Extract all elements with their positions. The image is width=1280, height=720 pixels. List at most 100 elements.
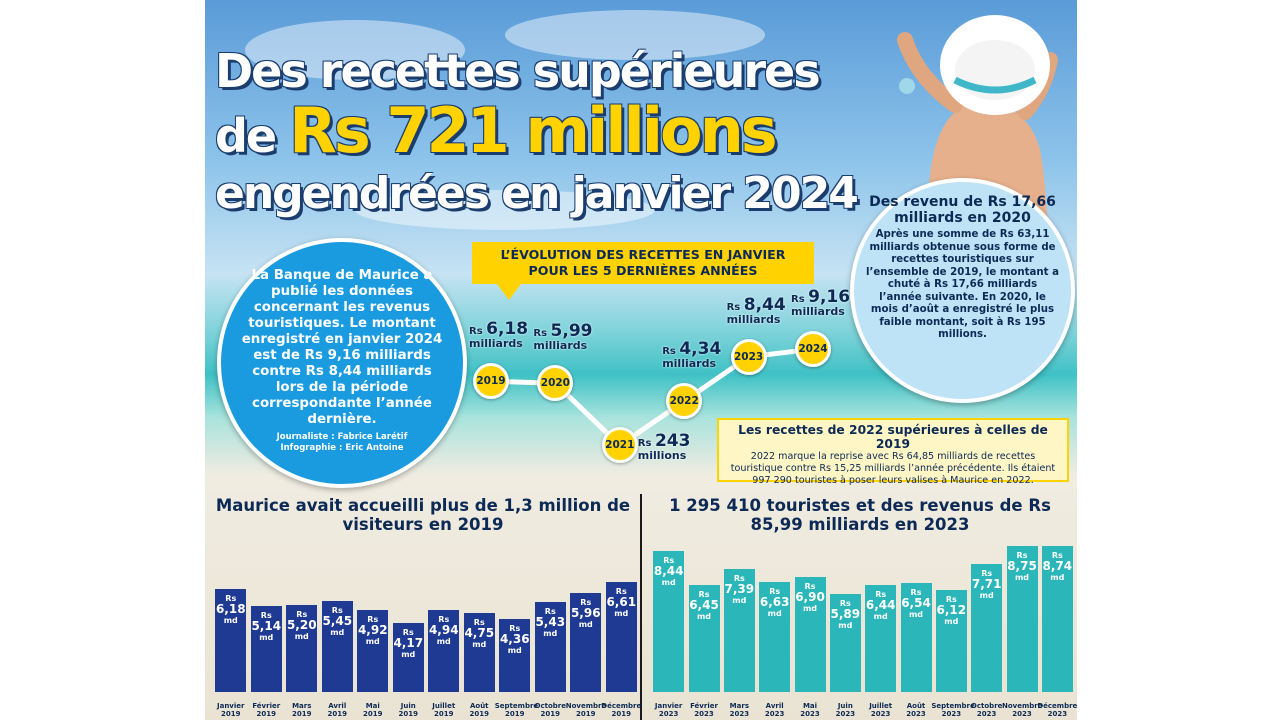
bar-2023-décembre: Rs 8,74 md <box>1041 546 1073 692</box>
bar-value-prefix: Rs <box>981 568 993 578</box>
banner-line-1: L’ÉVOLUTION DES RECETTES EN JANVIER <box>500 247 786 262</box>
month-year: 2019 <box>363 710 383 718</box>
month-year: 2023 <box>835 710 856 718</box>
month-label-mai: Mai 2019 <box>353 702 393 718</box>
revenue-2020-body: Après une somme de Rs 63,11 milliards ob… <box>866 229 1059 340</box>
bar-value-label: 6,61 <box>606 594 637 609</box>
month-year: 2019 <box>540 710 560 718</box>
bar-value-prefix: Rs <box>663 556 675 566</box>
month-name: Juin <box>837 702 853 710</box>
month-year: 2019 <box>576 710 596 718</box>
revenue-2020-circle: Des revenu de Rs 17,66 milliards en 2020… <box>850 178 1075 403</box>
bar-value-label: 6,45 <box>689 597 719 612</box>
bar-value-prefix: Rs <box>1051 551 1063 561</box>
bar-2023-avril: Rs 6,63 md <box>759 581 791 692</box>
evolution-label-value: 4,34 <box>679 339 722 360</box>
bar-value-label: 6,18 <box>215 602 246 616</box>
bar-value-prefix: Rs <box>509 624 521 634</box>
bar-value-unit: md <box>802 604 818 613</box>
month-label-juin: Juin 2023 <box>825 702 865 718</box>
month-year: 2023 <box>729 710 750 718</box>
month-label-août: Août 2023 <box>896 702 936 718</box>
bar-chart-2019: Rs 6,18 md Janvier 2019 Rs 5,14 md Février 2019 Rs… <box>205 530 641 720</box>
bar-value-label: 7,39 <box>724 581 755 596</box>
bar-value-unit: md <box>732 595 747 605</box>
evolution-label-unit: milliards <box>726 312 781 326</box>
month-label-octobre: Octobre 2019 <box>530 702 570 718</box>
month-name: Août <box>469 702 489 710</box>
bar-value-unit: md <box>330 628 345 638</box>
bar-value-unit: md <box>614 608 629 618</box>
bar-value-prefix: Rs <box>544 606 556 616</box>
bar-value-label: 4,75 <box>464 625 495 640</box>
bar-value-prefix: Rs <box>615 586 627 596</box>
month-label-février: Février 2019 <box>246 702 286 718</box>
bar-value-prefix: Rs <box>260 611 272 621</box>
bar-value-unit: md <box>979 590 994 600</box>
evolution-label-unit: milliards <box>533 339 588 353</box>
bar-value-prefix: Rs <box>839 598 851 608</box>
bar-value-unit: md <box>259 633 274 643</box>
evolution-label-prefix: Rs <box>533 328 551 340</box>
bar-2019-juillet: Rs 4,94 md <box>428 609 460 692</box>
bar-value-label: 8,74 <box>1042 559 1073 574</box>
month-label-octobre: Octobre 2023 <box>967 702 1007 718</box>
bar-value-label: 5,43 <box>535 614 566 629</box>
bar-2019-mars: Rs 5,20 md <box>286 605 318 692</box>
bar-value-unit: md <box>578 619 593 629</box>
bar-value-unit: md <box>908 610 924 619</box>
journalist-credit: Journaliste : Fabrice Larétif <box>276 432 408 442</box>
bar-value-label: 4,92 <box>357 623 388 637</box>
evolution-node-2020: 2020 <box>537 365 574 402</box>
bar-value-label: 6,54 <box>901 596 931 610</box>
month-year: 2019 <box>256 710 276 718</box>
month-year: 2019 <box>469 710 489 718</box>
month-year: 2023 <box>694 710 714 718</box>
bar-2019-décembre: Rs 6,61 md <box>605 581 637 692</box>
bar-value-unit: md <box>507 646 522 656</box>
cloud-decoration <box>355 190 655 230</box>
bar-value-prefix: Rs <box>804 582 816 591</box>
headline-line-1: Des recettes supérieures <box>215 44 821 98</box>
headline-line-2: de Rs 721 millions <box>215 94 1077 167</box>
month-label-avril: Avril 2023 <box>755 702 795 718</box>
month-name: Octobre <box>534 702 566 710</box>
month-name: Avril <box>765 702 784 710</box>
month-label-novembre: Novembre 2023 <box>1002 702 1042 718</box>
month-year: 2019 <box>327 710 347 718</box>
month-label-avril: Avril 2019 <box>317 702 357 718</box>
bar-2019-avril: Rs 5,45 md <box>321 601 353 692</box>
bar-value-unit: md <box>223 616 238 625</box>
bar-value-prefix: Rs <box>331 606 343 616</box>
bar-value-unit: md <box>661 578 676 588</box>
month-name: Septembre <box>931 702 975 710</box>
evolution-label-2020: Rs 5,99 milliards <box>533 323 592 353</box>
revenue-2020-title: Des revenu de Rs 17,66 milliards en 2020 <box>869 194 1056 226</box>
month-label-septembre: Septembre 2019 <box>495 702 538 718</box>
month-year: 2023 <box>976 710 997 718</box>
evolution-label-unit: milliards <box>662 357 717 371</box>
bar-value-unit: md <box>1014 573 1030 583</box>
headline-highlight: Rs 721 millions <box>289 94 777 167</box>
intro-text: La Banque de Maurice a publié les donnée… <box>241 268 443 427</box>
banner-line-2: POUR LES 5 DERNIÈRES ANNÉES <box>528 263 758 278</box>
month-label-mars: Mars 2019 <box>282 702 322 718</box>
evolution-label-value: 243 <box>654 431 691 452</box>
bar-value-unit: md <box>472 639 487 649</box>
evolution-label-unit: milliards <box>791 305 845 319</box>
bar-value-unit: md <box>838 620 853 630</box>
bar-value-prefix: Rs <box>910 588 922 597</box>
month-name: Octobre <box>970 702 1003 710</box>
bar-value-prefix: Rs <box>473 617 485 627</box>
month-name: Janvier <box>654 702 683 710</box>
bar-2019-novembre: Rs 5,96 md <box>570 592 602 692</box>
bar-2019-juin: Rs 4,17 md <box>392 622 424 692</box>
evolution-label-2023: Rs 8,44 milliards <box>726 296 786 326</box>
infographie-credit: Infographie : Eric Antoine <box>280 443 404 453</box>
month-year: 2023 <box>870 710 891 718</box>
month-year: 2019 <box>611 710 631 718</box>
bar-value-label: 5,96 <box>570 605 601 620</box>
evolution-label-2019: Rs 6,18 milliards <box>469 321 528 350</box>
chart-2019-title: Maurice avait accueilli plus de 1,3 mill… <box>215 496 631 534</box>
month-label-mars: Mars 2023 <box>719 702 759 718</box>
